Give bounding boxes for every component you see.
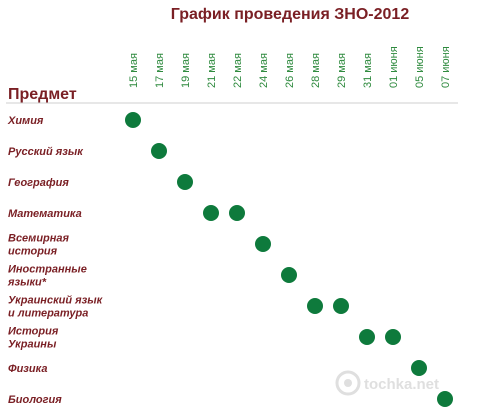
subject-label: Биология xyxy=(8,394,62,406)
subject-label-line: история xyxy=(8,246,58,258)
subject-label: Русский язык xyxy=(8,146,84,158)
subject-label: География xyxy=(8,177,69,189)
date-axis-labels: 15 мая 17 мая 19 мая 21 мая 22 мая 24 мая 26 м… xyxy=(128,46,452,88)
subject-label: Химия xyxy=(7,115,44,127)
exam-date-markers xyxy=(125,112,453,407)
chart-title: График проведения ЗНО-2012 xyxy=(171,6,410,23)
date-label: 07 июня xyxy=(440,46,452,88)
date-label: 24 мая xyxy=(258,53,270,88)
subject-labels: Химия Русский язык География Математика Всем… xyxy=(7,115,104,406)
subject-label: Иностранные языки* xyxy=(7,264,87,289)
subject-label-line: Украинский язык xyxy=(8,295,104,307)
date-label: 21 мая xyxy=(206,53,218,88)
exam-date-dot xyxy=(359,329,375,345)
exam-date-dot xyxy=(255,236,271,252)
tochka-watermark: tochka.net xyxy=(335,370,439,396)
subject-label: История Украины xyxy=(8,326,59,351)
subject-label: Математика xyxy=(8,208,82,220)
exam-date-dot xyxy=(151,143,167,159)
exam-date-dot xyxy=(437,391,453,407)
date-label: 26 мая xyxy=(284,53,296,88)
exam-date-dot xyxy=(307,298,323,314)
exam-date-dot xyxy=(229,205,245,221)
exam-date-dot xyxy=(203,205,219,221)
exam-date-dot xyxy=(411,360,427,376)
subject-label-line: языки* xyxy=(7,277,47,289)
subject-label: Физика xyxy=(8,363,47,375)
subject-label-line: Иностранные xyxy=(8,264,87,276)
date-label: 19 мая xyxy=(180,53,192,88)
date-label: 15 мая xyxy=(128,53,140,88)
subject-label-line: Украины xyxy=(8,339,57,351)
exam-date-dot xyxy=(385,329,401,345)
subject-label-line: и литература xyxy=(8,308,88,320)
watermark-logo-icon xyxy=(335,370,361,396)
date-label: 22 мая xyxy=(232,53,244,88)
exam-date-dot xyxy=(281,267,297,283)
exam-date-dot xyxy=(333,298,349,314)
date-label: 31 мая xyxy=(362,53,374,88)
watermark-logo-dot-icon xyxy=(344,379,352,387)
subject-label: Всемирная история xyxy=(8,233,70,258)
subject-column-header: Предмет xyxy=(8,86,77,103)
exam-date-dot xyxy=(177,174,193,190)
subject-label-line: Всемирная xyxy=(8,233,70,245)
date-label: 01 июня xyxy=(388,46,400,88)
exam-date-dot xyxy=(125,112,141,128)
date-label: 28 мая xyxy=(310,53,322,88)
watermark-text: tochka.net xyxy=(364,376,439,393)
subject-label-line: История xyxy=(8,326,59,338)
subject-label: Украинский язык и литература xyxy=(8,295,104,320)
date-label: 17 мая xyxy=(154,53,166,88)
date-label: 29 мая xyxy=(336,53,348,88)
date-label: 05 июня xyxy=(414,46,426,88)
